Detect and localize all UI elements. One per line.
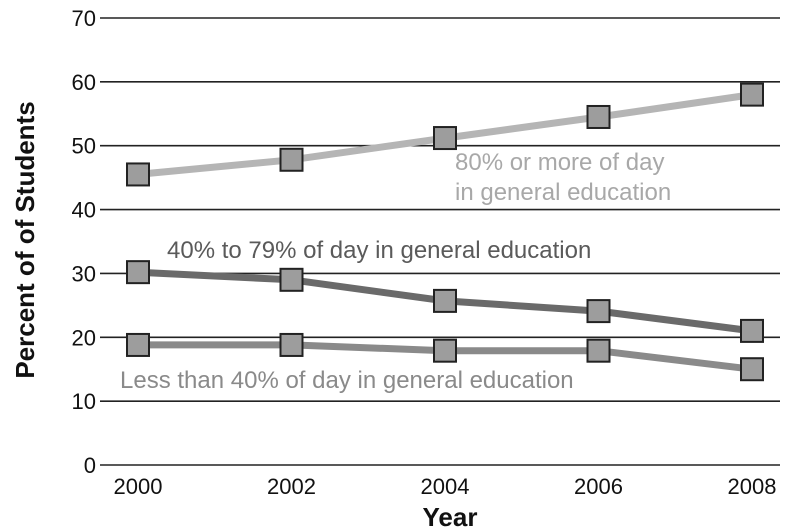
series-label-1-line-1: 80% or more of day [455,149,664,176]
x-tick-label-2004: 2004 [421,474,470,499]
y-tick-label-10: 10 [72,389,96,414]
data-point-series-3-2004 [433,338,457,363]
x-tick-label-2008: 2008 [728,474,777,499]
data-point-series-2-2006 [586,299,611,324]
data-point-series-3-2006 [586,338,611,363]
y-axis-title: Percent of of Students [10,101,40,378]
data-point-series-1-2002 [279,147,304,172]
series-label-1-line-2: in general education [455,179,671,206]
data-point-series-3-2000 [126,332,150,357]
data-point-series-1-2008 [740,82,764,107]
x-tick-label-2006: 2006 [574,474,623,499]
y-tick-label-0: 0 [84,453,96,478]
x-tick-label-2000: 2000 [114,474,163,499]
data-point-series-1-2004 [433,126,457,151]
y-tick-label-60: 60 [72,70,96,95]
data-point-series-2-2000 [126,260,150,285]
data-point-series-2-2004 [433,288,457,313]
series-label-2-line-1: 40% to 79% of day in general education [167,237,591,264]
data-point-series-2-2002 [279,267,304,292]
y-tick-label-70: 70 [72,6,96,31]
y-axis-tick-labels: 0 10 20 30 40 50 60 70 [72,6,96,478]
y-tick-label-30: 30 [72,261,96,286]
x-axis-title: Year [423,502,478,531]
series-markers [126,82,764,382]
data-point-series-1-2006 [586,104,611,129]
series-labels: 80% or more of day in general education 40… [120,149,671,394]
y-tick-label-20: 20 [72,325,96,350]
data-point-series-2-2008 [740,318,764,343]
x-tick-label-2002: 2002 [267,474,316,499]
data-point-series-1-2000 [126,162,150,187]
series-label-3-line-1: Less than 40% of day in general educatio… [120,367,574,394]
y-tick-label-50: 50 [72,134,96,159]
x-axis-tick-labels: 2000 2002 2004 2006 2008 [114,474,777,499]
data-point-series-3-2002 [279,332,304,357]
data-point-series-3-2008 [740,357,764,382]
y-tick-label-40: 40 [72,198,96,223]
